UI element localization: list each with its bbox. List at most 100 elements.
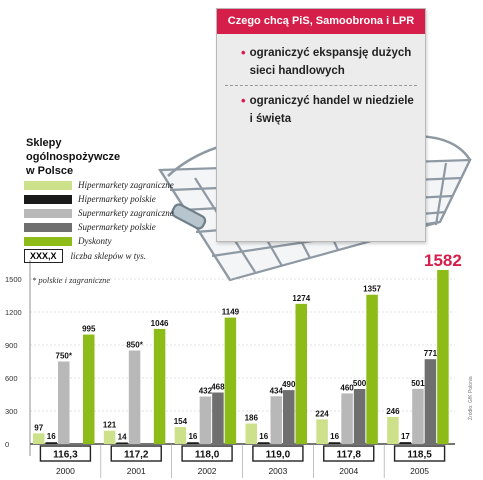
data-label: 1046 (151, 319, 169, 328)
legend-title-line-2: ogólnospożywcze (26, 151, 121, 163)
bar-dyskonty (224, 317, 237, 444)
data-label: 14 (118, 432, 127, 441)
legend-label: Hipermarkety polskie (78, 194, 156, 204)
legend-entry-super-zagr: Supermarkety zagraniczne (24, 206, 174, 220)
data-label: 468 (211, 383, 225, 392)
card-divider (225, 85, 417, 86)
legend-title-line-3: w Polsce (26, 165, 74, 177)
bar-dyskonty (153, 328, 166, 444)
data-label: 850* (126, 341, 143, 350)
legend-swatch (24, 222, 72, 232)
bar-hipermarkety-polskie (399, 442, 412, 444)
bar-dyskonty (295, 303, 307, 444)
bar-hipermarkety-zagraniczne (245, 423, 257, 444)
bar-hipermarkety-polskie (116, 442, 128, 444)
legend-title: Sklepy ogólnospożywcze w Polsce (26, 136, 120, 178)
bar-supermarkety-polskie (424, 359, 437, 444)
data-label: 16 (47, 432, 56, 441)
data-label: 1274 (292, 294, 310, 303)
store-count-value: 117,8 (337, 450, 362, 461)
data-label: 1149 (222, 308, 240, 317)
policy-item-1-text: ograniczyć ekspansję dużych sieci handlo… (249, 47, 412, 77)
store-count-value: 116,3 (53, 450, 78, 461)
policy-card-title: Czego chcą PiS, Samoobrona i LPR (217, 9, 425, 34)
data-label: 17 (401, 432, 410, 441)
data-label: 16 (188, 432, 197, 441)
data-label: 1582 (424, 251, 462, 270)
bullet-icon: • (241, 93, 246, 108)
store-count-box (393, 445, 446, 462)
data-label: 1357 (363, 285, 381, 294)
data-label: 16 (330, 432, 339, 441)
bar-supermarkety-polskie (353, 389, 366, 444)
legend-entry-super-pl: Supermarkety polskie (24, 220, 156, 234)
y-tick-label: 1200 (5, 308, 22, 317)
store-count-value: 118,0 (195, 450, 220, 461)
bar-dyskonty (366, 294, 378, 444)
y-tick-label: 1500 (5, 275, 22, 284)
legend-entry-hiper-pl: Hipermarkety polskie (24, 192, 156, 206)
bar-supermarkety-polskie (283, 390, 295, 444)
legend-box-sample: XXX,X (24, 249, 63, 263)
bar-supermarkety-zagraniczne (341, 393, 353, 444)
data-label: 432 (199, 386, 213, 395)
bar-hipermarkety-zagraniczne (316, 419, 328, 444)
data-label: 186 (245, 414, 259, 423)
data-label: 16 (259, 432, 268, 441)
store-count-box (181, 445, 233, 462)
data-label: 995 (82, 325, 96, 334)
policy-item-2-text: ograniczyć handel w niedziele i święta (249, 95, 414, 125)
data-label: 771 (424, 349, 438, 358)
store-count-box (323, 445, 375, 462)
bar-hipermarkety-polskie (45, 442, 57, 444)
legend-swatch (24, 194, 72, 204)
store-count-value: 118,5 (407, 450, 432, 461)
bar-supermarkety-zagraniczne (270, 396, 282, 444)
legend-title-line-1: Sklepy (26, 137, 62, 149)
bar-hipermarkety-zagraniczne (387, 416, 399, 444)
legend-swatch (24, 180, 72, 190)
bar-supermarkety-zagraniczne (412, 388, 424, 444)
bar-dyskonty (437, 269, 449, 444)
data-label: 500 (353, 379, 367, 388)
bar-dyskonty (83, 334, 95, 444)
legend-swatch (24, 208, 72, 218)
data-label: 750* (56, 352, 73, 361)
data-label: 97 (34, 423, 43, 432)
bar-supermarkety-zagraniczne (199, 396, 212, 444)
legend-entry-dyskonty: Dyskonty (24, 234, 112, 248)
store-count-box (39, 445, 92, 462)
data-label: 434 (270, 386, 284, 395)
x-tick-label: 2005 (410, 466, 429, 476)
data-label: 246 (386, 407, 400, 416)
x-tick-label: 2000 (56, 466, 75, 476)
legend-entry-box: XXX,X liczba sklepów w tys. (24, 249, 146, 263)
bar-supermarkety-zagraniczne (58, 361, 70, 444)
x-tick-label: 2004 (339, 466, 358, 476)
store-count-value: 119,0 (266, 450, 291, 461)
data-label: 121 (103, 421, 117, 430)
legend-label: Hipermarkety zagraniczne (78, 180, 174, 190)
y-tick-label: 600 (5, 374, 18, 383)
bar-hipermarkety-zagraniczne (103, 430, 116, 444)
y-tick-label: 0 (5, 440, 9, 449)
source-credit: Źródło: GfK Polonia (467, 376, 474, 420)
policy-item-2: • ograniczyć handel w niedziele i święta (217, 92, 425, 128)
policy-card: Czego chcą PiS, Samoobrona i LPR • ogran… (216, 8, 426, 242)
bar-hipermarkety-zagraniczne (174, 427, 187, 444)
x-tick-label: 2002 (198, 466, 217, 476)
store-count-value: 117,2 (124, 450, 149, 461)
bar-supermarkety-polskie (212, 392, 224, 444)
data-label: 490 (282, 380, 296, 389)
y-tick-label: 300 (5, 407, 18, 416)
data-label: 154 (174, 417, 188, 426)
legend-label: Supermarkety zagraniczne (78, 208, 174, 218)
y-tick-label: 900 (5, 341, 18, 350)
legend-label: Dyskonty (78, 236, 112, 246)
x-tick-label: 2001 (127, 466, 146, 476)
data-label: 460 (340, 383, 354, 392)
policy-item-1: • ograniczyć ekspansję dużych sieci hand… (217, 44, 425, 80)
bar-hipermarkety-polskie (258, 442, 270, 444)
data-label: 501 (411, 379, 425, 388)
bar-hipermarkety-zagraniczne (33, 433, 45, 444)
